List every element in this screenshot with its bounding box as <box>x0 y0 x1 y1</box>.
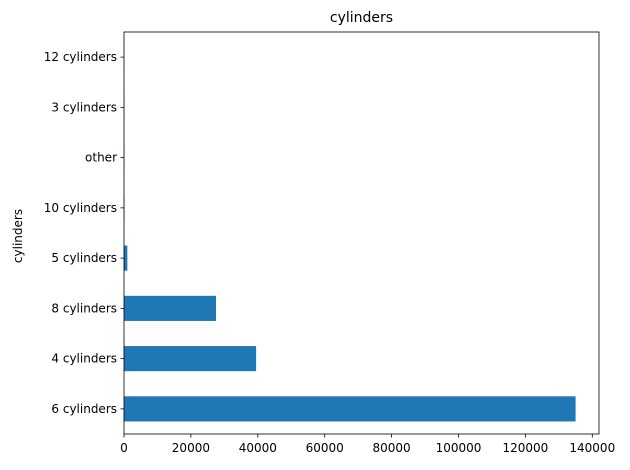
y-tick-label: other <box>85 151 117 165</box>
y-tick-label: 8 cylinders <box>51 301 117 315</box>
y-tick-label: 12 cylinders <box>44 50 117 64</box>
y-tick-label: 6 cylinders <box>51 402 117 416</box>
bars-group <box>124 44 576 422</box>
y-tick-label: 10 cylinders <box>44 201 117 215</box>
bar-6-cylinders <box>124 396 576 422</box>
y-tick-label: 4 cylinders <box>51 352 117 366</box>
plot-frame <box>123 31 600 435</box>
x-tick-label: 20000 <box>172 441 210 455</box>
x-tick-label: 100000 <box>436 441 482 455</box>
x-tick-label: 120000 <box>503 441 549 455</box>
x-tick-label: 60000 <box>306 441 344 455</box>
bar-8-cylinders <box>124 295 216 321</box>
x-tick-label: 80000 <box>373 441 411 455</box>
y-tick-label: 3 cylinders <box>51 100 117 114</box>
bar-5-cylinders <box>124 245 128 271</box>
y-ticks-group: 6 cylinders 4 cylinders 8 cylinders 5 cylin… <box>44 50 124 416</box>
chart-title: cylinders <box>330 10 393 26</box>
x-tick-label: 0 <box>120 441 128 455</box>
y-tick-label: 5 cylinders <box>51 251 117 265</box>
x-ticks-group: 0 20000 40000 60000 80000 100000 120000 140000 <box>120 434 615 455</box>
x-tick-label: 40000 <box>239 441 277 455</box>
x-tick-label: 140000 <box>569 441 615 455</box>
bar-4-cylinders <box>124 346 257 372</box>
y-axis-label: cylinders <box>11 209 25 263</box>
